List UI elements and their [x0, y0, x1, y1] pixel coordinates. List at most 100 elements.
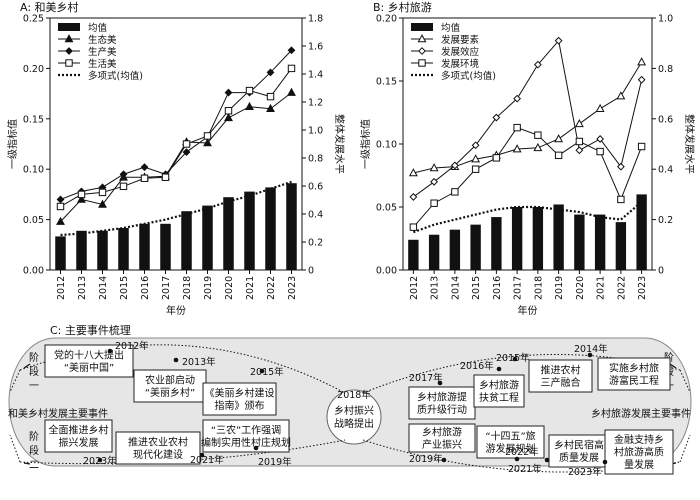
left-lower-year: 2019年 [258, 456, 292, 468]
bar-mean [181, 211, 192, 270]
right-lower-event: “十四五”旅游发展规划 [476, 425, 545, 459]
right-lower-event-frame [604, 429, 674, 475]
right-upper-dot [496, 366, 502, 372]
left-lower-event-text: 全面推进乡村振兴发展 [49, 423, 109, 449]
legend-label: 生产美 [88, 46, 117, 58]
legend-marker [65, 47, 73, 55]
plot-frame [49, 17, 303, 271]
left-lower-dot [253, 445, 259, 451]
series-point-3 [98, 188, 107, 197]
left-lower-year: 2023年 [83, 455, 117, 467]
x-tick-label: 2017 [513, 276, 524, 300]
series-point-1 [574, 118, 584, 128]
y-right-tick-label: 1.8 [308, 14, 323, 25]
right-upper-event: 乡村旅游提质升级行动 [408, 386, 476, 420]
y-right-tick-label: 1.6 [308, 42, 323, 53]
bar-mean [202, 205, 213, 270]
x-tick-label: 2014 [450, 276, 461, 300]
left-stage-one-label: 阶段一 [29, 351, 39, 392]
x-tick-label: 2021 [245, 276, 256, 300]
y-left-tick-label: 0.05 [23, 215, 44, 226]
bar-mean [636, 194, 647, 270]
y-left-tick-label: 0.25 [23, 14, 44, 25]
series-point-1 [533, 142, 543, 152]
series-point-2 [140, 163, 149, 172]
x-tick-label: 2015 [119, 276, 130, 300]
left-upper-event-text: 农业部启动“美丽乡村” [145, 373, 195, 399]
legend-label: 均值 [441, 22, 461, 34]
series-point-3 [617, 195, 625, 204]
left-connector-upper [9, 369, 21, 393]
series-point-1 [408, 168, 418, 177]
series-point-3 [119, 182, 128, 191]
left-arrow-upper [23, 363, 31, 369]
legend-marker [418, 47, 426, 55]
x-tick-label: 2016 [492, 276, 503, 300]
series-point-1 [637, 57, 647, 66]
panel-title: B: 乡村旅游 [373, 0, 432, 14]
bar-mean [511, 207, 523, 270]
right-upper-event-text: 实施乡村旅游富民工程 [609, 361, 659, 387]
y-left-tick-label: 0.20 [23, 64, 44, 75]
right-upper-event-frame [408, 386, 476, 420]
y-right-tick-label: 1.0 [308, 126, 323, 137]
left-upper-event-frame [44, 344, 134, 378]
right-upper-dot [587, 352, 593, 358]
left-connector-lower [9, 434, 21, 463]
left-upper-event: 农业部启动“美丽乡村” [133, 369, 207, 403]
bar-mean [532, 207, 544, 270]
left-upper-event-frame [202, 382, 277, 416]
series-point-3 [245, 86, 254, 95]
right-upper-dot [512, 356, 518, 362]
y-right-tick-label: 0.6 [658, 114, 673, 125]
left-upper-event-frame [133, 369, 207, 403]
series-point-2 [409, 193, 418, 201]
y-right-tick-label: 0 [658, 266, 664, 277]
x-axis-label: 年份 [166, 304, 186, 317]
right-lower-curve [362, 439, 681, 473]
right-upper-event-frame [528, 359, 593, 393]
series-point-1 [287, 87, 296, 96]
y-left-tick-label: 0.20 [376, 14, 397, 25]
left-upper-event-text: 党的十八大提出“美丽中国” [54, 348, 124, 374]
series-point-2 [119, 170, 128, 179]
bar-mean [449, 229, 461, 270]
y-right-axis-label: 整体发展水平 [683, 114, 696, 174]
left-lower-event: “三农”工作强调编制实用性村庄规划 [201, 419, 291, 453]
panel-c-title: C: 主要事件梳理 [50, 323, 131, 337]
series-point-1 [266, 103, 275, 113]
right-lower-event-frame [548, 434, 610, 468]
y-right-tick-label: 0 [308, 266, 314, 277]
y-left-tick-label: 0.05 [376, 203, 397, 214]
center-circle [326, 389, 382, 445]
series-point-1 [56, 216, 65, 225]
right-arrow-upper [669, 363, 677, 369]
x-tick-label: 2018 [533, 276, 544, 300]
left-upper-event-text: 《美丽乡村建设指南》颁布 [205, 386, 275, 412]
bar-mean [76, 230, 87, 270]
series-point-1 [429, 163, 439, 172]
series-line-2 [413, 39, 643, 198]
x-axis-label: 年份 [518, 304, 538, 317]
right-upper-event-text: 乡村旅游提质升级行动 [417, 390, 467, 416]
legend-label: 发展效应 [441, 46, 480, 58]
left-lower-event-frame [202, 419, 290, 453]
left-upper-year: 2013年 [182, 356, 216, 368]
x-tick-label: 2016 [140, 276, 151, 300]
right-lower-year: 2021年 [508, 463, 542, 475]
y-left-tick-label: 0.00 [376, 266, 397, 277]
right-connector-lower [679, 434, 691, 463]
right-main-label: 乡村旅游发展主要事件 [591, 407, 691, 420]
x-tick-label: 2013 [77, 276, 88, 300]
series-point-3 [451, 188, 459, 196]
trend-line [412, 201, 643, 234]
y-right-tick-label: 0.8 [308, 154, 323, 165]
series-point-3 [575, 137, 584, 146]
series-point-1 [595, 103, 605, 113]
y-right-tick-label: 0.2 [658, 215, 673, 226]
bar-mean [118, 228, 129, 270]
y-right-tick-label: 0.2 [308, 238, 323, 249]
legend-label: 多项式(均值) [441, 70, 496, 82]
y-right-tick-label: 0.4 [308, 210, 323, 221]
